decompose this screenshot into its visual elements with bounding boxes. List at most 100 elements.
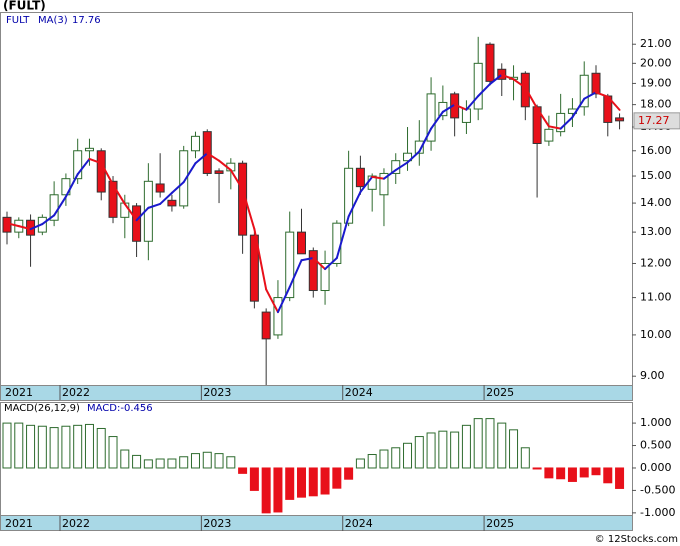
ma-segment <box>536 107 550 128</box>
macd-bar <box>14 422 24 469</box>
macd-bar <box>403 442 413 469</box>
ma-segment <box>288 259 303 289</box>
y-tick-label: 21.00 <box>640 37 672 50</box>
macd-bar <box>426 432 436 469</box>
macd-bar <box>155 458 165 469</box>
macd-bar <box>591 467 601 476</box>
candle-body <box>355 167 365 188</box>
macd-bar <box>226 456 236 469</box>
chart-title: (FULT) <box>3 0 46 13</box>
candle-body <box>544 128 554 142</box>
ma-segment <box>312 256 327 271</box>
macd-bar <box>379 449 389 469</box>
ma-segment <box>488 73 503 86</box>
candle-body <box>591 72 601 95</box>
macd-bar <box>297 467 306 498</box>
macd-bar <box>249 467 259 491</box>
legend-symbol: FULT <box>6 15 30 26</box>
candle-body <box>379 172 389 196</box>
ma-segment <box>500 73 515 81</box>
candle-body <box>403 152 413 162</box>
legend-ma-value: 17.76 <box>72 15 101 26</box>
y-tick-label: 19.00 <box>640 76 672 89</box>
ma-segment <box>371 175 385 180</box>
ma-segment <box>135 206 150 222</box>
ma-segment <box>571 97 586 119</box>
ma-segment <box>465 95 480 111</box>
x-tick-label: 2024 <box>345 517 373 530</box>
ma-segment <box>441 103 456 113</box>
macd-bar <box>497 422 507 469</box>
macd-bar <box>344 467 354 480</box>
candle-body <box>556 112 566 133</box>
macd-bar <box>96 427 106 469</box>
x-tick-label: 2022 <box>62 517 90 530</box>
ma-segment <box>123 202 138 222</box>
macd-bar <box>355 458 365 469</box>
macd-bar <box>438 430 448 469</box>
macd-bar <box>167 458 177 469</box>
macd-bar <box>556 467 566 480</box>
ma-segment <box>583 91 597 100</box>
ma-segment <box>6 222 20 228</box>
ma-segment <box>559 116 574 130</box>
candle-body <box>520 72 530 108</box>
macd-bar <box>37 425 47 469</box>
ma-segment <box>41 214 56 226</box>
y-tick-label: -1.000 <box>640 506 675 519</box>
ma-segment <box>229 169 244 191</box>
ma-segment <box>147 202 162 209</box>
macd-bar <box>61 425 71 469</box>
ma-segment <box>206 152 221 162</box>
legend-ma: MA(3) <box>38 15 68 26</box>
ma-segment <box>218 159 232 172</box>
macd-bar <box>73 424 83 469</box>
ma-segment <box>382 169 397 180</box>
x-tick-label: 2023 <box>203 517 231 530</box>
y-tick-label: 18.00 <box>640 98 672 111</box>
macd-bar <box>461 424 471 469</box>
macd-bar <box>120 449 130 469</box>
y-tick-label: 12.00 <box>640 256 672 269</box>
macd-bar <box>367 454 377 469</box>
candle-body <box>285 231 295 299</box>
candle-body <box>414 140 424 154</box>
candle-body <box>579 74 589 108</box>
candle-body <box>308 250 318 292</box>
macd-bar <box>285 467 295 500</box>
macd-bar <box>238 467 248 474</box>
x-tick-label: 2022 <box>62 386 90 399</box>
candle-body <box>108 180 118 218</box>
ma-segment <box>194 152 209 165</box>
x-tick-label: 2021 <box>5 386 33 399</box>
candle-body <box>190 135 200 152</box>
ma-segment <box>112 183 126 205</box>
ma-segment <box>170 181 185 194</box>
ma-segment <box>418 127 433 153</box>
candle-body <box>273 297 283 336</box>
x-tick-label: 2025 <box>486 517 514 530</box>
candle-body <box>615 117 625 122</box>
candle-body <box>320 262 330 292</box>
ma-segment <box>430 110 444 130</box>
macd-bar <box>308 467 318 497</box>
y-tick-label: 1.000 <box>640 416 672 429</box>
year-bar <box>0 515 633 531</box>
ma-segment <box>88 157 103 165</box>
macd-bar <box>26 424 36 469</box>
y-tick-label: 10.00 <box>640 328 672 341</box>
macd-bar <box>567 467 577 482</box>
ma-segment <box>64 173 79 198</box>
macd-bar <box>179 456 189 469</box>
candle-body <box>238 162 248 236</box>
candle-body <box>167 199 177 207</box>
candle-body <box>473 62 483 110</box>
macd-bar <box>579 467 589 478</box>
y-tick-label: 0.500 <box>640 439 672 452</box>
y-tick-label: 9.00 <box>640 369 665 382</box>
macd-bar <box>450 431 460 469</box>
macd-bar <box>190 453 200 469</box>
macd-bar <box>202 451 212 469</box>
price-tag-label: 17.27 <box>638 114 670 127</box>
candle-body <box>84 147 94 152</box>
